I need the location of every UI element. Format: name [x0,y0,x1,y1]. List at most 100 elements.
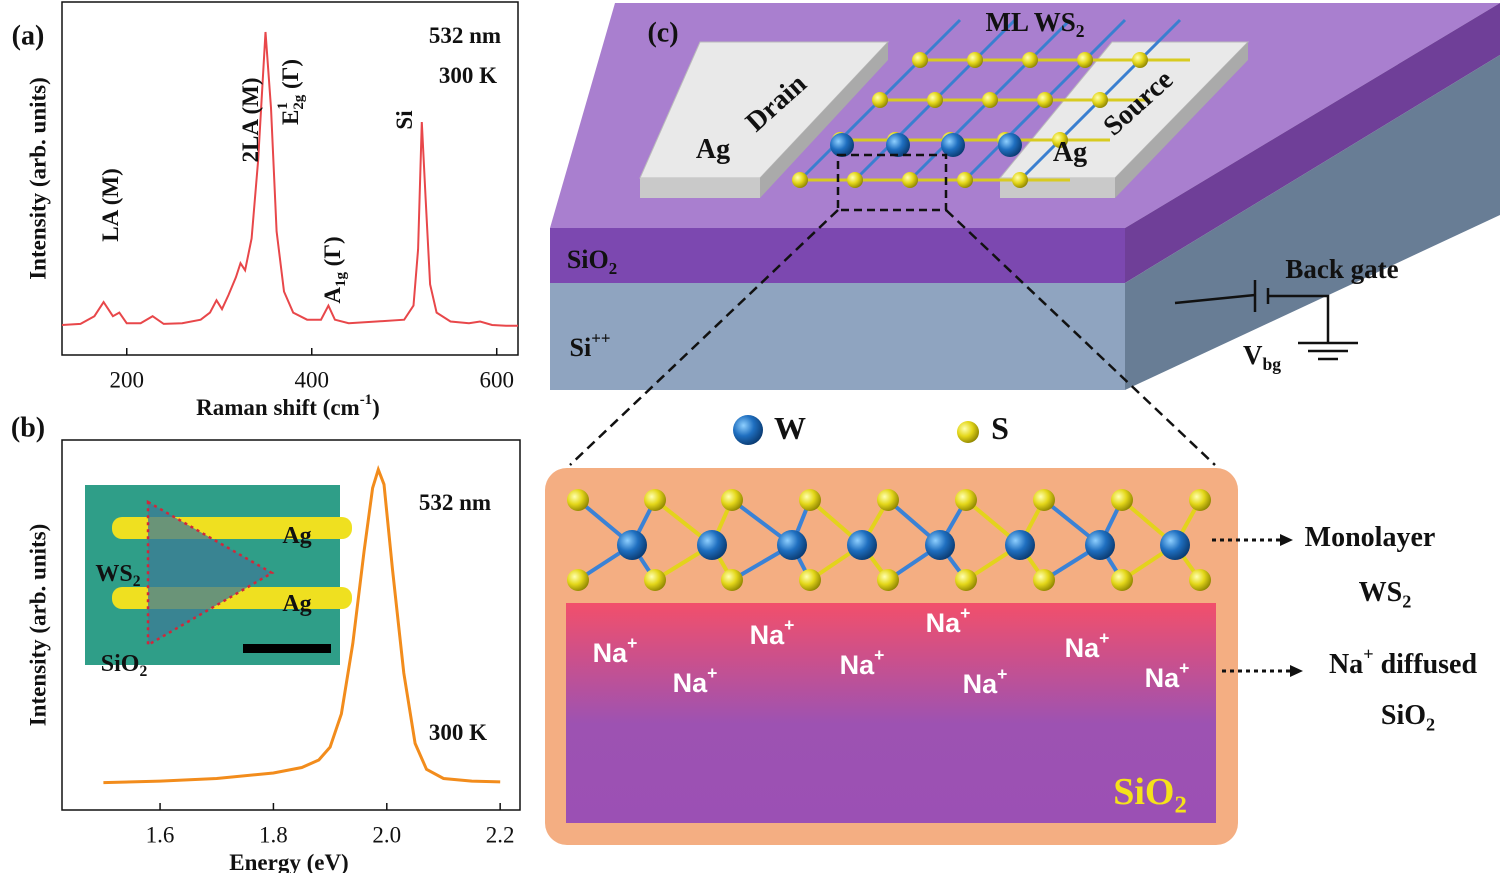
diagram-label: SiO2 [1381,700,1435,734]
x-axis-label-part: Raman shift (cm [196,395,360,420]
s-atom [721,569,743,591]
x-tick-label: 1.6 [146,822,175,847]
diagram-label-part: Na [1329,649,1363,680]
inset-label-part: Ag [282,591,311,617]
diagram-label-part: 2 [609,259,617,278]
s-atom [967,52,983,68]
s-atom [1037,92,1053,108]
x-axis-label-part: -1 [360,392,372,408]
plot-frame [61,1,519,356]
w-atom [1085,530,1115,560]
diagram-label-part: V [1243,340,1263,370]
x-tick-label: 200 [109,367,144,392]
x-axis-label: Raman shift (cm-1) [196,392,380,420]
diagram-label-part: Ag [696,134,730,165]
diagram-label: Ag [696,134,730,165]
bond [918,18,962,62]
panel-label: (a) [12,20,45,51]
bond [988,58,1032,102]
annotation: 532 nm [429,23,501,48]
bond [933,58,977,102]
annotation: E12g (Γ) [275,59,307,125]
na-ion-part: + [784,615,794,635]
diagram-label: Monolayer [1305,522,1436,553]
diagram-label-part: Si [570,333,592,362]
diagram-label: Back gate [1285,254,1398,284]
bond [1018,138,1062,182]
na-ion-part: + [874,645,884,665]
diagram-label: Si++ [570,328,611,361]
na-ion-part: Na [1065,633,1100,663]
diagram-label-part: ML WS [985,7,1075,37]
annotation-part: 2g [291,94,307,109]
s-atom [927,92,943,108]
diagram-label-part: 2 [1402,592,1411,612]
annotation-part: 1g [333,272,349,287]
na-ion-part: + [997,664,1007,684]
source-front [1000,178,1115,198]
na-ion-part: Na [840,650,875,680]
s-atom [902,172,918,188]
s-atom [1111,489,1133,511]
s-atom [1022,52,1038,68]
s-atom [799,569,821,591]
s-atom [877,569,899,591]
diagram-label: Ag [1053,137,1087,168]
inset-label-part: 2 [139,663,147,680]
spectrum-line [61,31,518,327]
s-atom [1189,569,1211,591]
s-atom [1033,489,1055,511]
annotation-part: 1 [275,102,291,109]
na-ion: Na+ [1145,658,1190,693]
s-atom [1077,52,1093,68]
diagram-label-part: Back gate [1285,254,1398,284]
diagram-label: Na+ diffused [1329,644,1478,680]
diagram-label-part: 2 [1426,715,1435,735]
x-tick-label: 2.0 [372,822,401,847]
annotation-part: Si [392,110,417,130]
na-ion-part: Na [593,638,628,668]
s-atom [1052,132,1068,148]
spectrum-line [103,465,501,785]
arrowhead [1290,665,1303,677]
ws2-flake [146,499,275,648]
annotation: LA (M) [98,168,123,241]
scale-bar [243,644,331,653]
annotation: 532 nm [419,490,491,515]
ws2-lattice [792,18,1190,188]
w-atom-legend [733,415,763,445]
s-atom [872,92,888,108]
diagram-label: W [774,410,806,446]
zoom-box [836,153,948,212]
na-ion-part: Na [673,668,708,698]
x-tick-label: 600 [479,367,514,392]
substrate-label-part: 2 [1174,791,1186,818]
w-atom [941,133,965,157]
na-ion-part: + [1179,658,1189,678]
s-atom [644,569,666,591]
diagram-label-part: + [1363,644,1373,664]
w-atom [830,133,854,157]
diagram-label-part: 2 [1076,21,1085,41]
na-ion-part: Na [1145,663,1180,693]
s-atom [955,569,977,591]
bond [838,98,882,142]
x-axis-label-part: ) [372,395,380,420]
annotation-part: 532 nm [429,23,501,48]
annotation: 300 K [429,720,487,745]
w-atom [925,530,955,560]
drain-front [640,178,760,198]
annotation-part: E [278,110,303,125]
bond [973,18,1017,62]
drain-side [760,42,888,198]
zoom-line [569,209,839,466]
na-ion: Na+ [963,664,1008,699]
inset-label: Ag [282,591,311,617]
w-atom [847,530,877,560]
bond [948,98,992,142]
w-atom [1005,530,1035,560]
bond [1098,58,1142,102]
side-silicon [1125,55,1500,390]
zoom-line [945,209,1216,466]
